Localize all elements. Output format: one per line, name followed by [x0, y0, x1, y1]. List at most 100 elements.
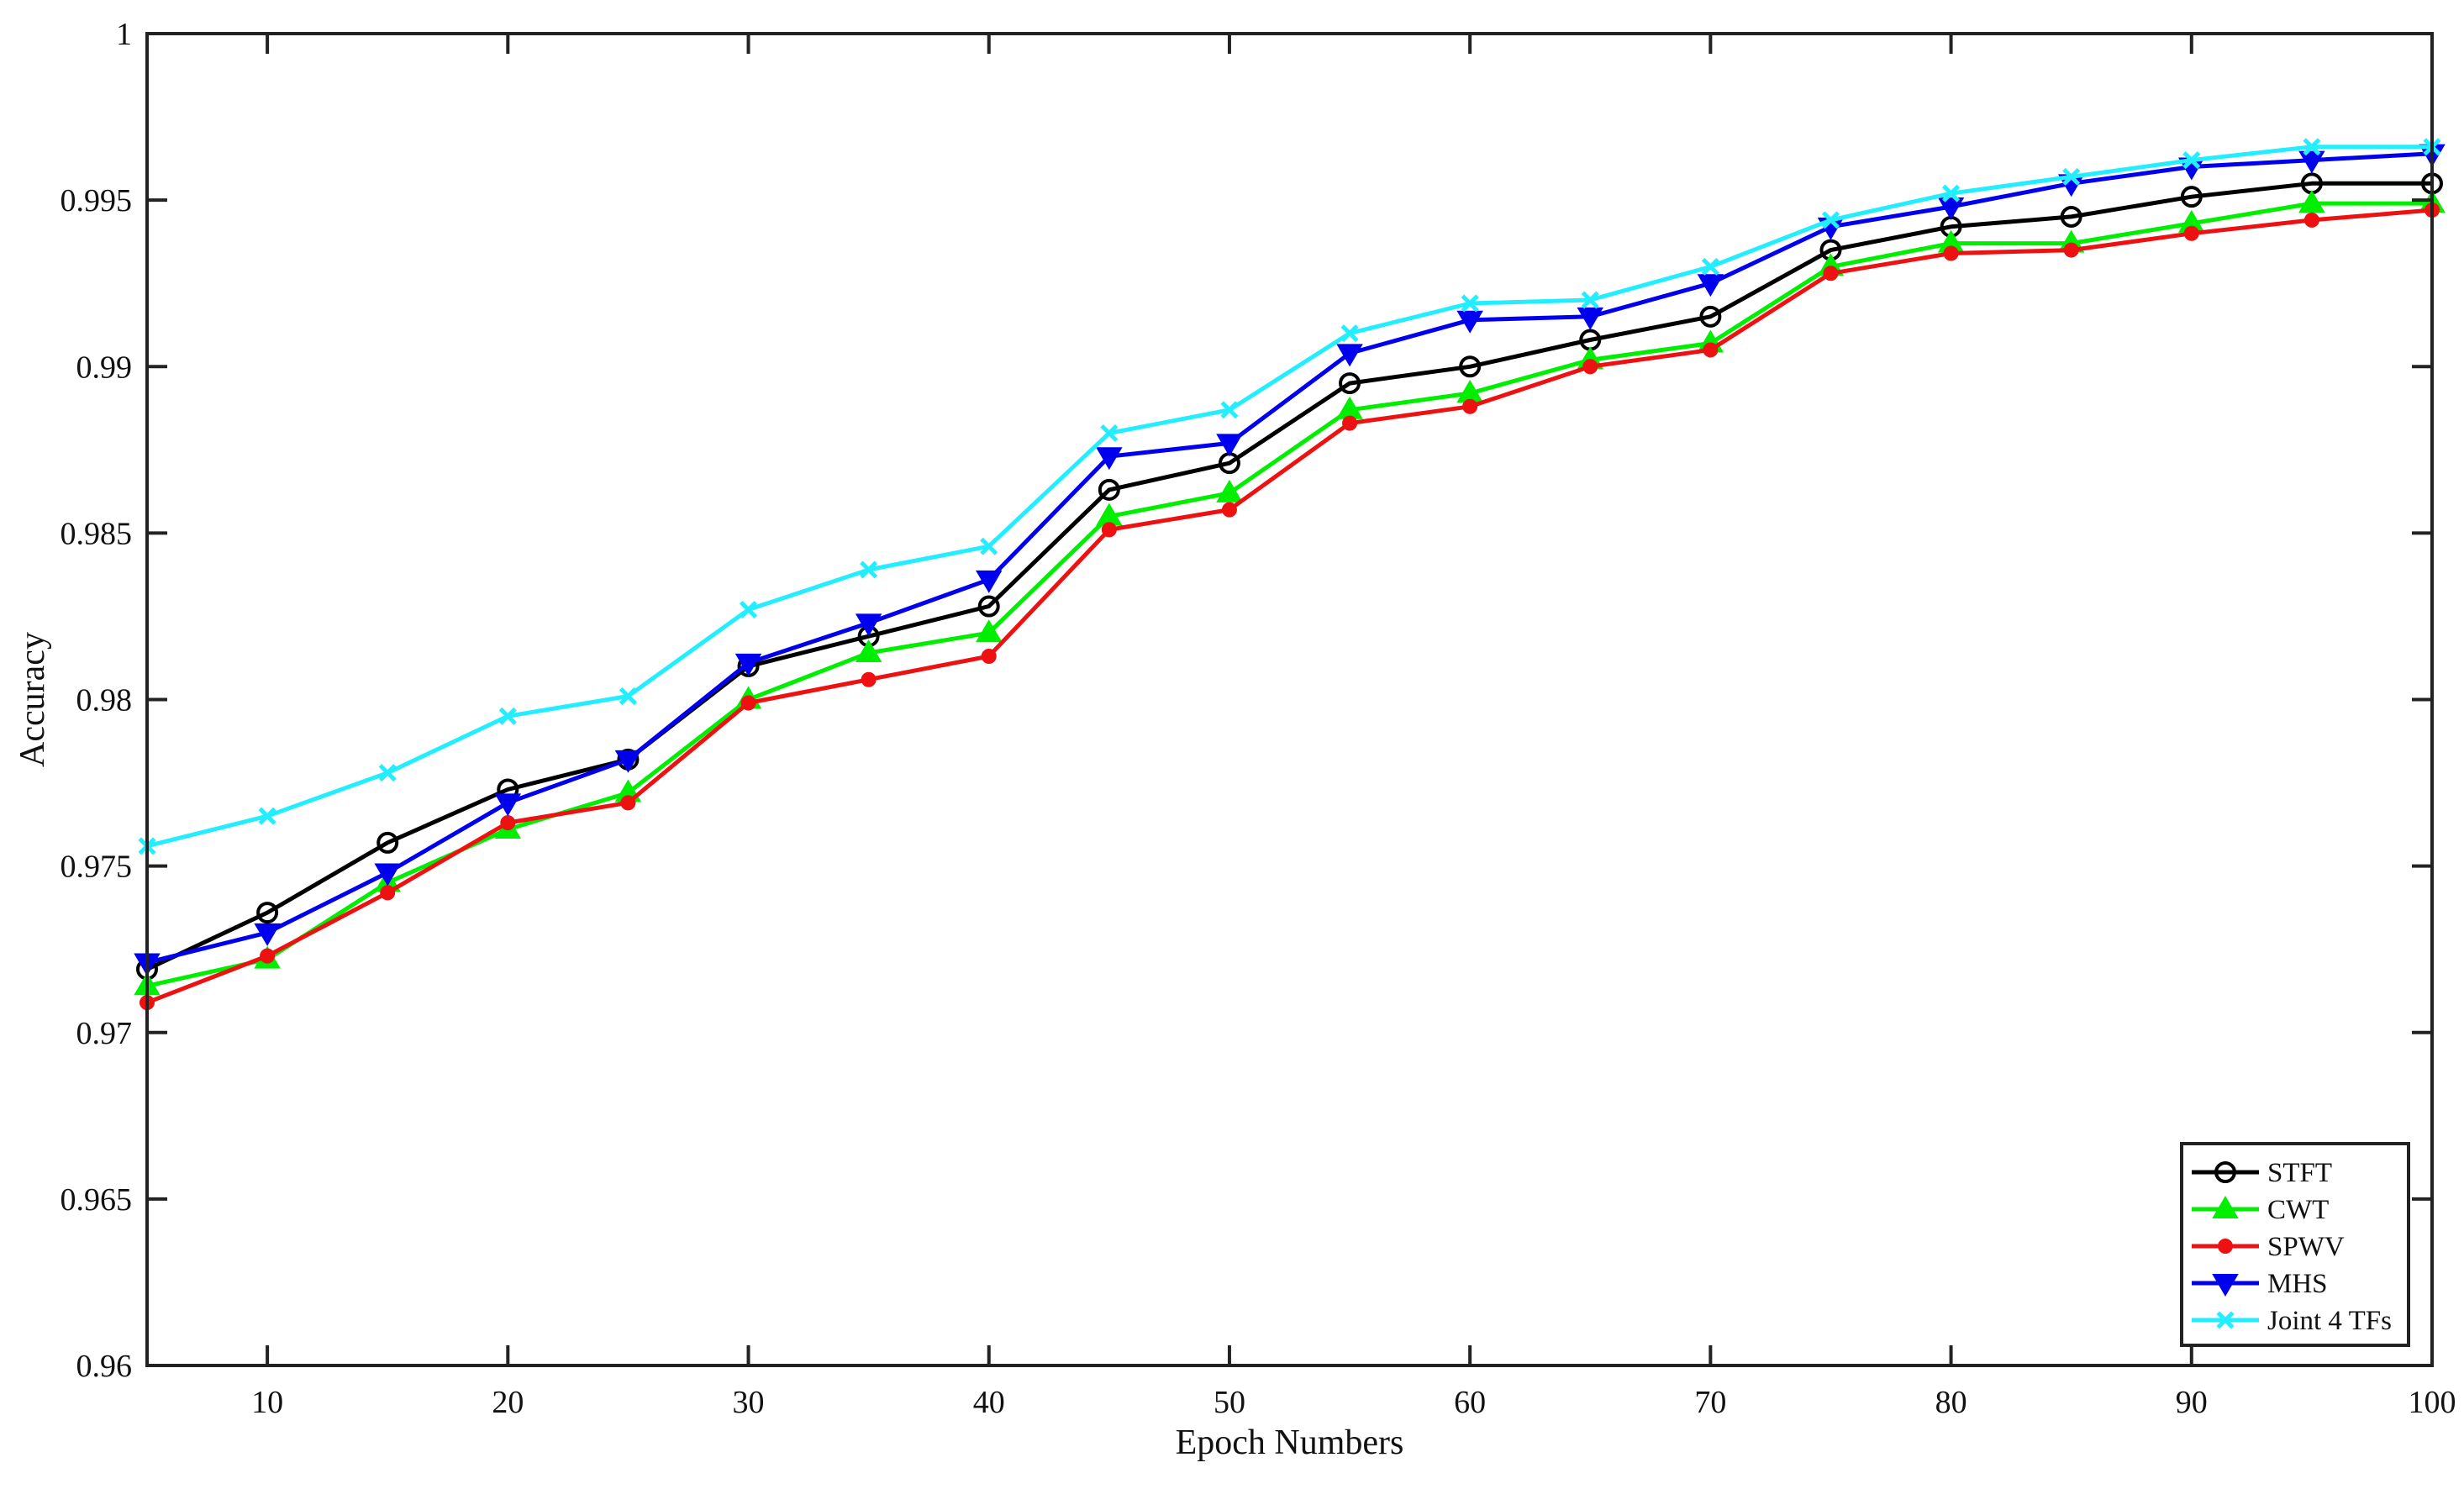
y-tick-label: 0.98: [76, 683, 133, 718]
data-point: [376, 831, 399, 854]
data-point: [256, 902, 279, 924]
data-point: [260, 948, 276, 964]
series-cwt: [134, 190, 2446, 996]
y-tick-label: 1: [116, 17, 132, 52]
data-point: [1459, 355, 1482, 378]
series-mhs: [134, 144, 2446, 976]
data-point: [2303, 138, 2321, 156]
data-point: [1942, 184, 1961, 203]
data-point: [1943, 245, 1959, 261]
plot-layer: [134, 138, 2446, 1011]
series-line: [146, 151, 2433, 965]
data-point: [2183, 225, 2199, 241]
data-point: [2180, 186, 2203, 208]
y-tick-label: 0.995: [61, 183, 133, 218]
data-point: [2063, 242, 2079, 258]
legend-marker: [2212, 1274, 2239, 1297]
legend-marker: [2216, 1311, 2235, 1329]
legend-label: STFT: [2267, 1158, 2332, 1188]
data-point: [2060, 205, 2082, 228]
data-point: [1336, 344, 1363, 367]
data-point: [1456, 310, 1483, 334]
data-point: [1701, 257, 1719, 276]
data-point: [380, 885, 396, 901]
y-tick-label: 0.99: [76, 350, 133, 385]
data-point: [861, 671, 877, 687]
data-point: [975, 619, 1003, 643]
legend-marker: [2218, 1239, 2233, 1254]
data-point: [2298, 150, 2325, 174]
data-point: [855, 639, 882, 663]
legend-label: CWT: [2267, 1195, 2329, 1225]
data-point: [1216, 434, 1243, 457]
data-point: [1703, 342, 1719, 358]
data-point: [860, 560, 878, 579]
legend-marker: [2212, 1196, 2239, 1218]
series-stft: [136, 172, 2443, 981]
data-point: [620, 795, 636, 811]
data-point: [2182, 151, 2201, 170]
data-point: [1339, 372, 1361, 395]
data-point: [1342, 415, 1358, 431]
data-point: [1582, 359, 1598, 375]
x-tick-label: 20: [492, 1385, 524, 1420]
x-tick-label: 40: [973, 1385, 1005, 1420]
x-tick-label: 60: [1454, 1385, 1486, 1420]
data-point: [1098, 478, 1120, 501]
data-point: [500, 815, 516, 831]
data-point: [494, 793, 522, 817]
legend-entry: STFT: [2192, 1158, 2332, 1188]
data-point: [378, 764, 397, 782]
legend-entry: SPWV: [2192, 1232, 2345, 1262]
data-point: [1581, 291, 1599, 309]
x-tick-label: 50: [1214, 1385, 1245, 1420]
data-point: [1220, 401, 1239, 419]
x-tick-label: 10: [251, 1385, 283, 1420]
data-point: [254, 923, 281, 946]
legend: STFT CWT SPWV MHS Joint 4 TFs: [2180, 1142, 2410, 1347]
legend-label: SPWV: [2267, 1232, 2345, 1262]
data-point: [975, 570, 1003, 593]
data-point: [1340, 324, 1359, 343]
legend-entry: MHS: [2192, 1269, 2328, 1299]
plot-frame: [145, 32, 2434, 1367]
data-point: [740, 695, 756, 711]
y-tick-label: 0.965: [61, 1182, 133, 1218]
legend-marker: [2214, 1161, 2236, 1183]
legend-label: MHS: [2267, 1269, 2328, 1299]
legend-entry: Joint 4 TFs: [2192, 1306, 2392, 1336]
data-point: [1101, 522, 1117, 538]
x-tick-label: 90: [2176, 1385, 2208, 1420]
data-point: [981, 648, 997, 664]
legend-label: Joint 4 TFs: [2267, 1306, 2392, 1336]
data-point: [374, 863, 401, 887]
data-point: [739, 600, 758, 619]
data-point: [1697, 274, 1724, 297]
data-point: [1577, 307, 1604, 330]
data-point: [855, 613, 882, 637]
data-point: [1462, 398, 1478, 414]
series-joint-4-tfs: [138, 138, 2441, 855]
series-line: [146, 201, 2432, 988]
data-point: [2298, 190, 2325, 213]
series-line: [146, 145, 2432, 849]
data-point: [1096, 447, 1123, 471]
legend-entry: CWT: [2192, 1195, 2329, 1225]
series-line: [146, 208, 2433, 1005]
y-tick-label: 0.985: [61, 516, 133, 551]
x-tick-label: 70: [1694, 1385, 1726, 1420]
y-axis-label: Accuracy: [13, 632, 52, 767]
data-point: [1823, 266, 1839, 281]
data-point: [1216, 479, 1243, 502]
y-tick-label: 0.96: [76, 1349, 133, 1384]
data-point: [1937, 197, 1965, 221]
data-point: [977, 595, 1000, 618]
x-axis-label: Epoch Numbers: [1176, 1423, 1404, 1462]
data-point: [619, 687, 637, 706]
x-tick-label: 30: [733, 1385, 765, 1420]
data-point: [1461, 294, 1479, 313]
y-tick-label: 0.975: [61, 850, 133, 885]
series-spwv: [140, 203, 2440, 1011]
